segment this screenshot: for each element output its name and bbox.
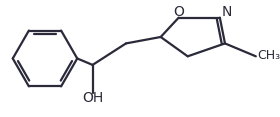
Text: OH: OH	[82, 91, 103, 105]
Text: N: N	[222, 5, 232, 19]
Text: CH₃: CH₃	[258, 49, 280, 62]
Text: O: O	[173, 5, 184, 19]
